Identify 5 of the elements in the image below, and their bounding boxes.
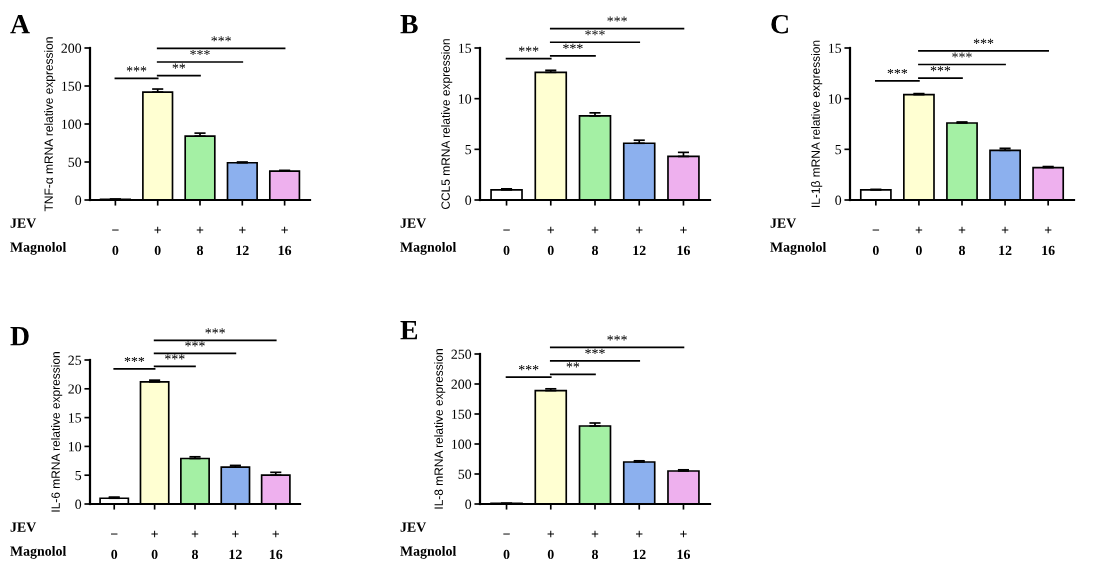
chart-title: D [10,327,29,346]
chart-title: C [771,14,788,34]
chart-title: A [10,14,30,34]
chart-title: B [400,15,418,34]
chart-title: E [400,321,418,340]
